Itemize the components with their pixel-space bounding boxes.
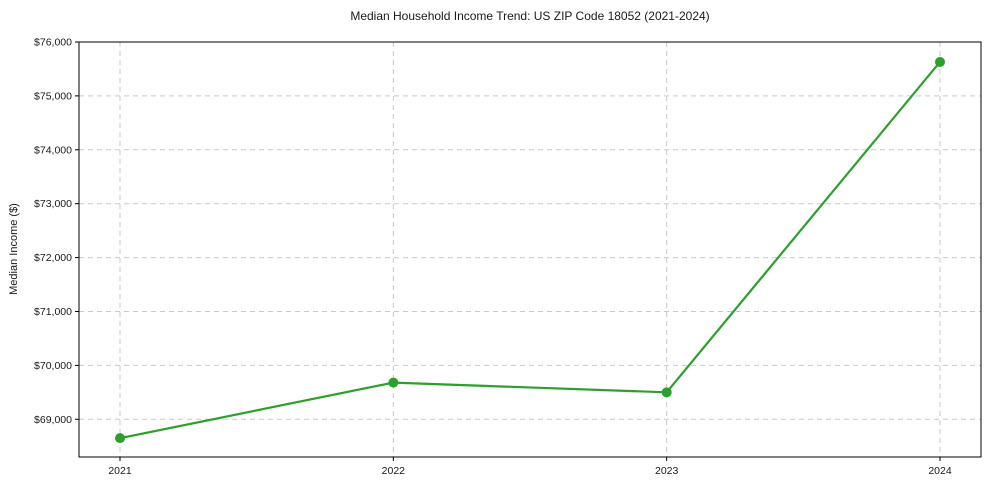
trend-line — [118, 60, 942, 440]
data-point-2022 — [388, 377, 399, 388]
data-point-2021 — [115, 433, 125, 444]
chart-title: Median Household Income Trend: US ZIP Co… — [350, 9, 710, 23]
x-tick-label: 2024 — [928, 465, 952, 477]
x-tick-label: 2022 — [382, 465, 406, 477]
y-tick-label: $76,000 — [34, 37, 72, 49]
y-tick-label: $75,000 — [34, 90, 72, 102]
y-tick-label: $72,000 — [34, 252, 72, 264]
data-point-2023 — [661, 387, 672, 398]
y-tick-label: $69,000 — [34, 414, 72, 426]
plot-border — [78, 41, 982, 458]
y-tick-label: $71,000 — [34, 306, 72, 318]
x-tick-label: 2021 — [108, 465, 132, 477]
y-tick-label: $70,000 — [34, 360, 72, 372]
y-tick-label: $73,000 — [34, 198, 72, 210]
x-tick-label: 2023 — [655, 465, 679, 477]
y-tick-label: $74,000 — [34, 144, 72, 156]
data-point-2024 — [935, 56, 945, 67]
